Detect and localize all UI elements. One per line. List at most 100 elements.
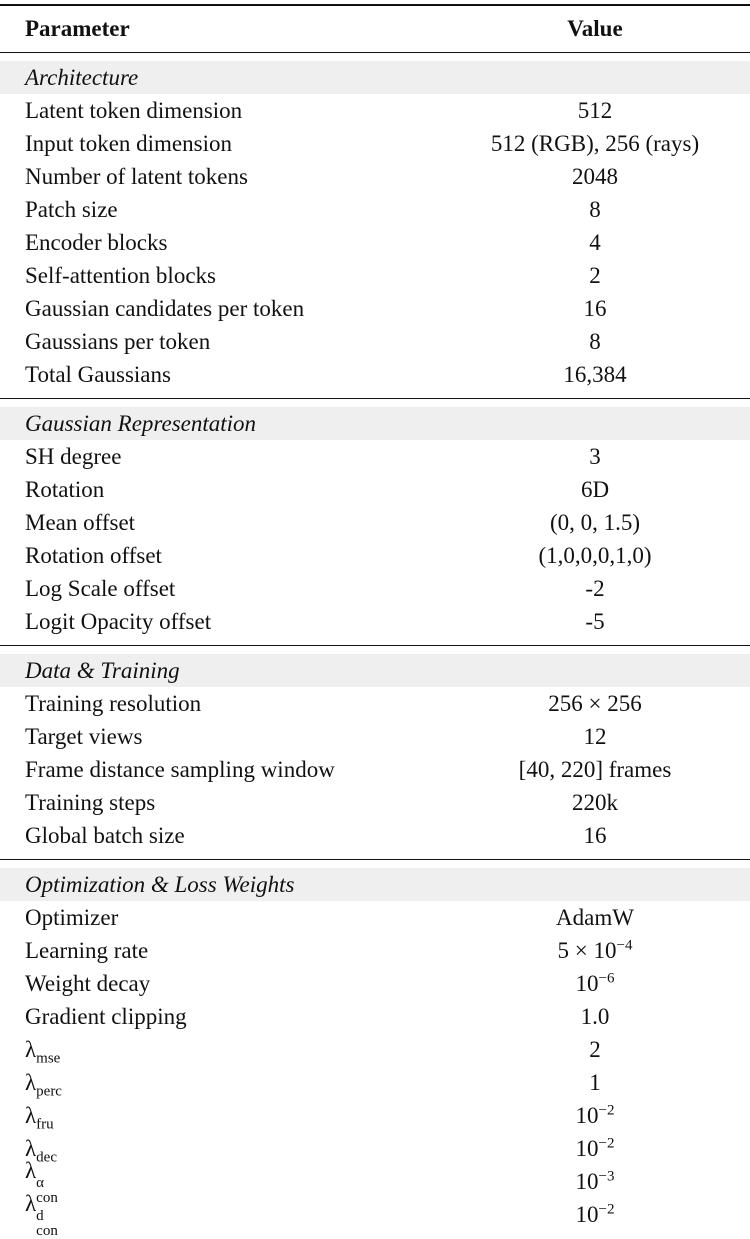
rule <box>0 398 750 399</box>
header-row: Parameter Value <box>0 6 750 52</box>
cell: Optimizer <box>25 904 119 930</box>
cell: Latent token dimension <box>25 97 243 123</box>
cell: λ α con <box>0 1158 440 1206</box>
gap <box>0 638 750 645</box>
cell: λperc <box>0 1070 440 1100</box>
script-stack: α con <box>36 1174 58 1206</box>
cell: 1.0 <box>580 1003 610 1029</box>
cell: 256 × 256 <box>548 690 642 716</box>
table-row: Gaussian candidates per token 16 <box>0 292 750 325</box>
cell: 512 <box>577 97 613 123</box>
cell: λ d con <box>0 1191 440 1239</box>
cell: Patch size <box>25 196 118 222</box>
rule <box>0 645 750 646</box>
cell-base: λ <box>25 1036 37 1062</box>
cell: Log Scale offset <box>25 575 176 601</box>
cell: Rotation <box>25 476 105 502</box>
cell: 6D <box>580 476 610 502</box>
subscript: perc <box>36 1083 62 1100</box>
cell: Training steps <box>25 789 156 815</box>
cell: Encoder blocks <box>25 229 168 255</box>
superscript: −4 <box>616 936 633 953</box>
table-row: λdec 10−2 <box>0 1132 750 1165</box>
cell: 1 <box>589 1069 601 1095</box>
rule <box>0 52 750 53</box>
table-row: Training steps 220k <box>0 786 750 819</box>
cell: Target views <box>25 723 143 749</box>
table-row: Rotation offset (1,0,0,0,1,0) <box>0 539 750 572</box>
table-row: Optimizer AdamW <box>0 901 750 934</box>
cell: Input token dimension <box>25 130 232 156</box>
gap <box>0 391 750 398</box>
cell-base: 10 <box>575 1102 599 1128</box>
cell: λdec <box>0 1136 440 1166</box>
cell: λfru <box>0 1102 440 1132</box>
cell: 16 <box>583 295 607 321</box>
header-cell: Parameter <box>25 16 130 41</box>
cell-base: 10 <box>575 1201 599 1227</box>
table-row: λmse 2 <box>0 1033 750 1066</box>
table-row: Encoder blocks 4 <box>0 226 750 259</box>
table-row: Training resolution 256 × 256 <box>0 687 750 720</box>
table-row: Mean offset (0, 0, 1.5) <box>0 506 750 539</box>
table-row: Global batch size 16 <box>0 819 750 852</box>
cell: 2 <box>589 262 601 288</box>
cell: 10−2 <box>440 1200 750 1228</box>
table-row: Latent token dimension 512 <box>0 94 750 127</box>
header-cell: Value <box>567 16 623 41</box>
cell: 2 <box>589 1036 601 1062</box>
subscript: dec <box>36 1149 57 1166</box>
cell: 10−2 <box>440 1102 750 1129</box>
table-row: Learning rate 5 × 10−4 <box>0 934 750 967</box>
cell: -2 <box>585 575 605 601</box>
top-rule <box>0 4 750 6</box>
cell: 16 <box>583 822 607 848</box>
cell: Weight decay <box>25 970 151 996</box>
rule <box>0 859 750 860</box>
cell-base: 10 <box>575 970 599 996</box>
cell-base: λ <box>25 1102 37 1128</box>
gap <box>0 852 750 859</box>
subscript: mse <box>36 1050 61 1067</box>
superscript: −3 <box>598 1167 615 1184</box>
cell: (1,0,0,0,1,0) <box>538 542 652 568</box>
table-row: λ d con 10−2 <box>0 1191 750 1239</box>
cell: Training resolution <box>25 690 202 716</box>
section-title: Data & Training <box>0 654 750 687</box>
cell: [40, 220] frames <box>518 756 672 782</box>
cell: AdamW <box>556 904 634 930</box>
superscript: −2 <box>598 1200 615 1217</box>
subscript: con <box>36 1222 58 1239</box>
cell: 10−6 <box>440 969 750 997</box>
section-title: Architecture <box>0 61 750 94</box>
table-row: Rotation 6D <box>0 473 750 506</box>
cell: 4 <box>589 229 601 255</box>
cell: 8 <box>589 328 601 354</box>
table-row: Patch size 8 <box>0 193 750 226</box>
cell: λmse <box>0 1036 440 1067</box>
cell: 3 <box>589 443 601 469</box>
cell: -5 <box>585 608 605 634</box>
table-row: Input token dimension 512 (RGB), 256 (ray… <box>0 127 750 160</box>
table-row: λfru 10−2 <box>0 1099 750 1132</box>
superscript: −6 <box>598 969 615 986</box>
cell: 5 × 10−4 <box>440 936 750 964</box>
cell: 10−3 <box>440 1167 750 1195</box>
cell: 220k <box>572 789 618 815</box>
table-row: Gradient clipping 1.0 <box>0 1000 750 1033</box>
cell: Number of latent tokens <box>25 163 248 189</box>
cell: Frame distance sampling window <box>25 756 335 782</box>
table-row: Number of latent tokens 2048 <box>0 160 750 193</box>
cell: SH degree <box>25 443 122 469</box>
cell: 10−2 <box>440 1134 750 1162</box>
cell: Gradient clipping <box>25 1003 187 1029</box>
superscript: −2 <box>598 1134 615 1151</box>
table-row: Total Gaussians 16,384 <box>0 358 750 391</box>
cell-base: 10 <box>575 1135 599 1161</box>
table-row: Self-attention blocks 2 <box>0 259 750 292</box>
superscript: α <box>36 1174 45 1191</box>
cell-base: 10 <box>575 1168 599 1194</box>
table-row: Logit Opacity offset -5 <box>0 605 750 638</box>
